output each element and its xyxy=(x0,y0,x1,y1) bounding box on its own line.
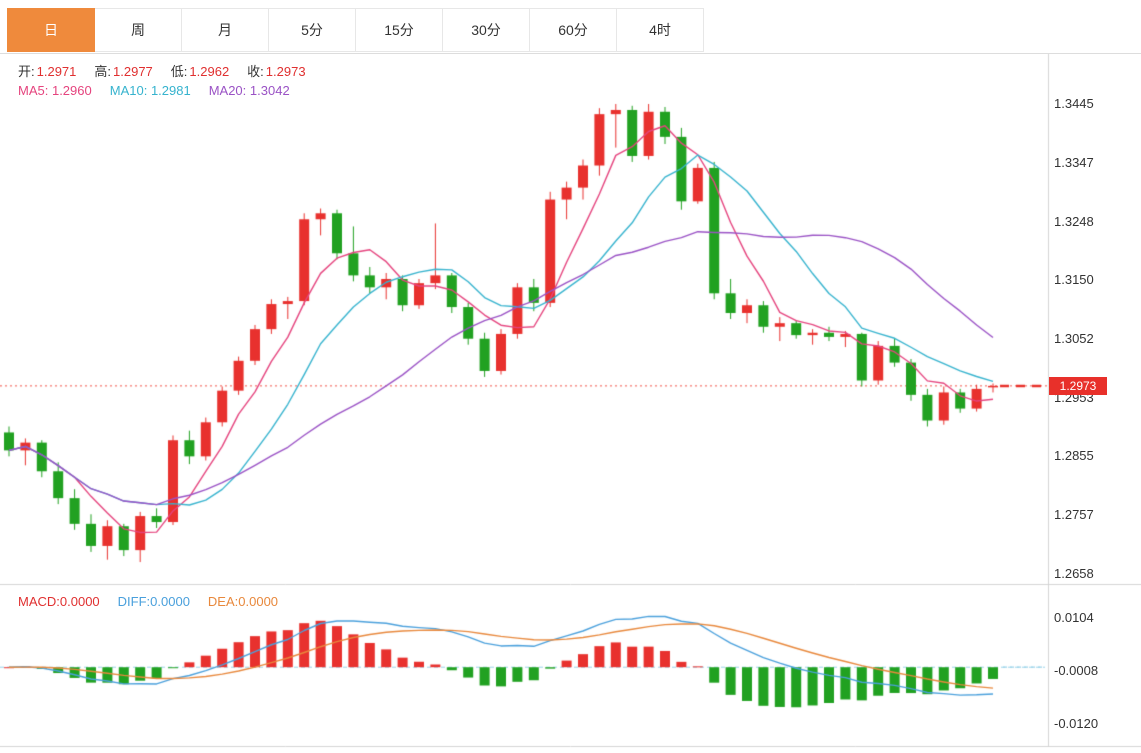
candlestick-chart-canvas[interactable] xyxy=(0,54,1141,753)
open-value: 1.2971 xyxy=(36,64,77,79)
ma5-item: MA5: 1.2960 xyxy=(18,83,92,98)
ma20-label: MA20: xyxy=(208,83,247,98)
tab-60min[interactable]: 60分 xyxy=(529,8,617,52)
tab-week[interactable]: 周 xyxy=(94,8,182,52)
high-value: 1.2977 xyxy=(113,64,153,79)
diff-item: DIFF:0.0000 xyxy=(118,594,190,609)
price-axis-tick: 1.3248 xyxy=(1054,213,1094,229)
ma10-label: MA10: xyxy=(109,83,148,98)
price-axis-tick: 1.2658 xyxy=(1054,566,1094,581)
price-axis-tick: 1.2855 xyxy=(1054,448,1094,464)
ma5-value: 1.2960 xyxy=(51,83,92,98)
tab-month[interactable]: 月 xyxy=(181,8,269,52)
dea-value: 0.0000 xyxy=(238,594,279,609)
tab-5min[interactable]: 5分 xyxy=(268,8,356,52)
macd-item: MACD:0.0000 xyxy=(18,594,100,609)
ma-legend: MA5: 1.2960 MA10: 1.2981 MA20: 1.3042 xyxy=(18,83,290,98)
diff-value: 0.0000 xyxy=(150,594,190,609)
timeframe-tabbar: 日周月 5分 15分 30分 60分 4时 xyxy=(7,8,704,52)
low-label: 低: xyxy=(170,64,188,79)
ohlc-legend: 开: 1.2971 高: 1.2977 低: 1.2962 收: 1.2973 xyxy=(18,61,306,80)
high-label: 高: xyxy=(94,64,112,79)
dea-item: DEA:0.0000 xyxy=(208,594,278,609)
dea-label: DEA: xyxy=(207,594,239,609)
tab-15min[interactable]: 15分 xyxy=(355,8,443,52)
price-axis-tick: 1.3052 xyxy=(1054,330,1094,346)
price-axis-tick: 1.3150 xyxy=(1054,272,1094,288)
chart-area: 开: 1.2971 高: 1.2977 低: 1.2962 收: 1.2973 MA5:… xyxy=(0,53,1141,753)
close-label: 收: xyxy=(247,64,264,79)
ma20-value: 1.3042 xyxy=(249,83,290,98)
high-item: 高: 1.2977 xyxy=(94,61,152,80)
right-price-axis: 1.3445 1.3347 1.3248 1.3150 1.3052 1.2953 1.28… xyxy=(1054,54,1140,753)
open-label: 开: xyxy=(18,64,35,79)
current-price-badge: 1.2973 xyxy=(1049,376,1107,395)
ma5-label: MA5: xyxy=(18,83,49,98)
low-item: 低: 1.2962 xyxy=(171,61,229,80)
macd-axis-tick: -0.0008 xyxy=(1054,663,1099,678)
macd-value: 0.0000 xyxy=(59,594,100,609)
price-axis-tick: 1.3445 xyxy=(1054,96,1094,111)
tab-4hour[interactable]: 4时 xyxy=(616,8,704,52)
close-item: 收: 1.2973 xyxy=(247,61,305,80)
price-axis-tick: 1.3347 xyxy=(1054,154,1094,170)
macd-axis-tick: 0.0104 xyxy=(1054,610,1094,625)
close-value: 1.2973 xyxy=(265,64,306,79)
ma10-value: 1.2981 xyxy=(150,83,191,98)
open-item: 开: 1.2971 xyxy=(18,61,76,80)
tab-day[interactable]: 日 xyxy=(7,8,95,52)
macd-label: MACD: xyxy=(18,594,60,609)
macd-axis-tick: -0.0120 xyxy=(1054,716,1099,731)
tab-30min[interactable]: 30分 xyxy=(442,8,530,52)
diff-label: DIFF: xyxy=(117,594,151,609)
low-value: 1.2962 xyxy=(189,64,230,79)
ma20-item: MA20: 1.3042 xyxy=(209,83,290,98)
price-axis-tick: 1.2757 xyxy=(1054,506,1094,522)
ma10-item: MA10: 1.2981 xyxy=(110,83,191,98)
macd-legend: MACD:0.0000 DIFF:0.0000 DEA:0.0000 xyxy=(18,594,278,609)
